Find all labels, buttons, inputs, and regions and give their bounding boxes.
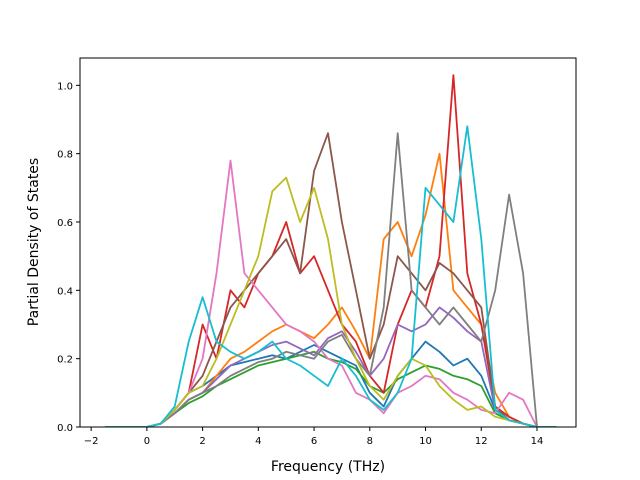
series-line-8 bbox=[105, 132, 557, 427]
y-tick-label: 1.0 bbox=[57, 81, 73, 92]
y-tick-label: 0.6 bbox=[57, 218, 73, 229]
series-line-10 bbox=[105, 125, 557, 427]
x-axis-title: Frequency (THz) bbox=[271, 459, 385, 475]
series-layer bbox=[105, 74, 557, 427]
series-line-9 bbox=[105, 176, 557, 427]
series-line-6 bbox=[105, 132, 557, 427]
x-tick-label: −2 bbox=[84, 436, 99, 447]
x-axis: −2 0 2 4 6 8 10 12 14 bbox=[84, 427, 544, 447]
x-tick-label: 8 bbox=[367, 436, 373, 447]
plot-frame bbox=[79, 57, 577, 428]
x-tick-label: 12 bbox=[475, 436, 488, 447]
x-tick-label: 2 bbox=[199, 436, 205, 447]
series-line-7 bbox=[105, 159, 557, 427]
series-line-2 bbox=[105, 152, 557, 427]
y-tick-label: 0.2 bbox=[57, 355, 73, 366]
x-tick-label: 4 bbox=[255, 436, 261, 447]
y-tick-label: 0.4 bbox=[57, 286, 73, 297]
y-tick-label: 0.0 bbox=[57, 423, 73, 434]
x-tick-label: 14 bbox=[531, 436, 544, 447]
x-tick-label: 10 bbox=[419, 436, 432, 447]
series-line-3 bbox=[105, 350, 557, 427]
x-tick-label: 0 bbox=[144, 436, 150, 447]
y-axis: 0.0 0.2 0.4 0.6 0.8 1.0 bbox=[57, 81, 80, 434]
y-tick-label: 0.8 bbox=[57, 150, 73, 161]
x-tick-label: 6 bbox=[311, 436, 317, 447]
y-axis-title: Partial Density of States bbox=[26, 158, 42, 326]
